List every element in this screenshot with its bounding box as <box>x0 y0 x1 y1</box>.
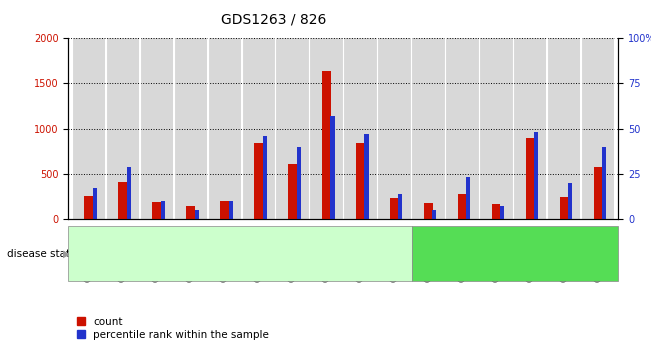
Bar <box>127 167 131 219</box>
Bar <box>85 196 93 219</box>
Bar <box>602 147 606 219</box>
Bar <box>526 138 534 219</box>
Bar <box>458 194 467 219</box>
Bar <box>398 194 402 219</box>
Bar <box>93 188 97 219</box>
Legend: count, percentile rank within the sample: count, percentile rank within the sample <box>77 317 270 340</box>
Bar <box>174 38 207 219</box>
Bar <box>229 201 232 219</box>
Bar <box>548 38 581 219</box>
Bar <box>195 210 199 219</box>
Bar <box>310 38 342 219</box>
Text: ▶: ▶ <box>63 249 71 258</box>
Bar <box>424 203 432 219</box>
Bar <box>378 38 411 219</box>
Bar <box>534 132 538 219</box>
Bar <box>446 38 478 219</box>
Bar <box>331 116 335 219</box>
Bar <box>500 206 505 219</box>
Bar <box>186 206 195 219</box>
Bar <box>560 197 568 219</box>
Bar <box>276 38 309 219</box>
Bar <box>72 38 105 219</box>
Text: disease state: disease state <box>7 249 76 258</box>
Bar <box>322 71 331 219</box>
Bar <box>466 177 471 219</box>
Text: tumor relapse: tumor relapse <box>477 249 555 258</box>
Bar <box>141 38 173 219</box>
Bar <box>492 204 501 219</box>
Bar <box>161 201 165 219</box>
Bar <box>242 38 275 219</box>
Bar <box>288 164 297 219</box>
Bar <box>106 38 139 219</box>
Bar <box>390 198 398 219</box>
Bar <box>480 38 512 219</box>
Bar <box>118 182 127 219</box>
Text: GDS1263 / 826: GDS1263 / 826 <box>221 12 326 26</box>
Bar <box>594 167 602 219</box>
Bar <box>297 147 301 219</box>
Text: no tumor relapse: no tumor relapse <box>193 249 288 258</box>
Bar <box>220 201 229 219</box>
Bar <box>255 143 263 219</box>
Bar <box>514 38 546 219</box>
Bar <box>568 183 572 219</box>
Bar <box>412 38 445 219</box>
Bar <box>365 134 368 219</box>
Bar <box>208 38 241 219</box>
Bar <box>356 143 365 219</box>
Bar <box>344 38 377 219</box>
Bar <box>262 136 267 219</box>
Bar <box>432 210 436 219</box>
Bar <box>582 38 615 219</box>
Bar <box>152 202 161 219</box>
